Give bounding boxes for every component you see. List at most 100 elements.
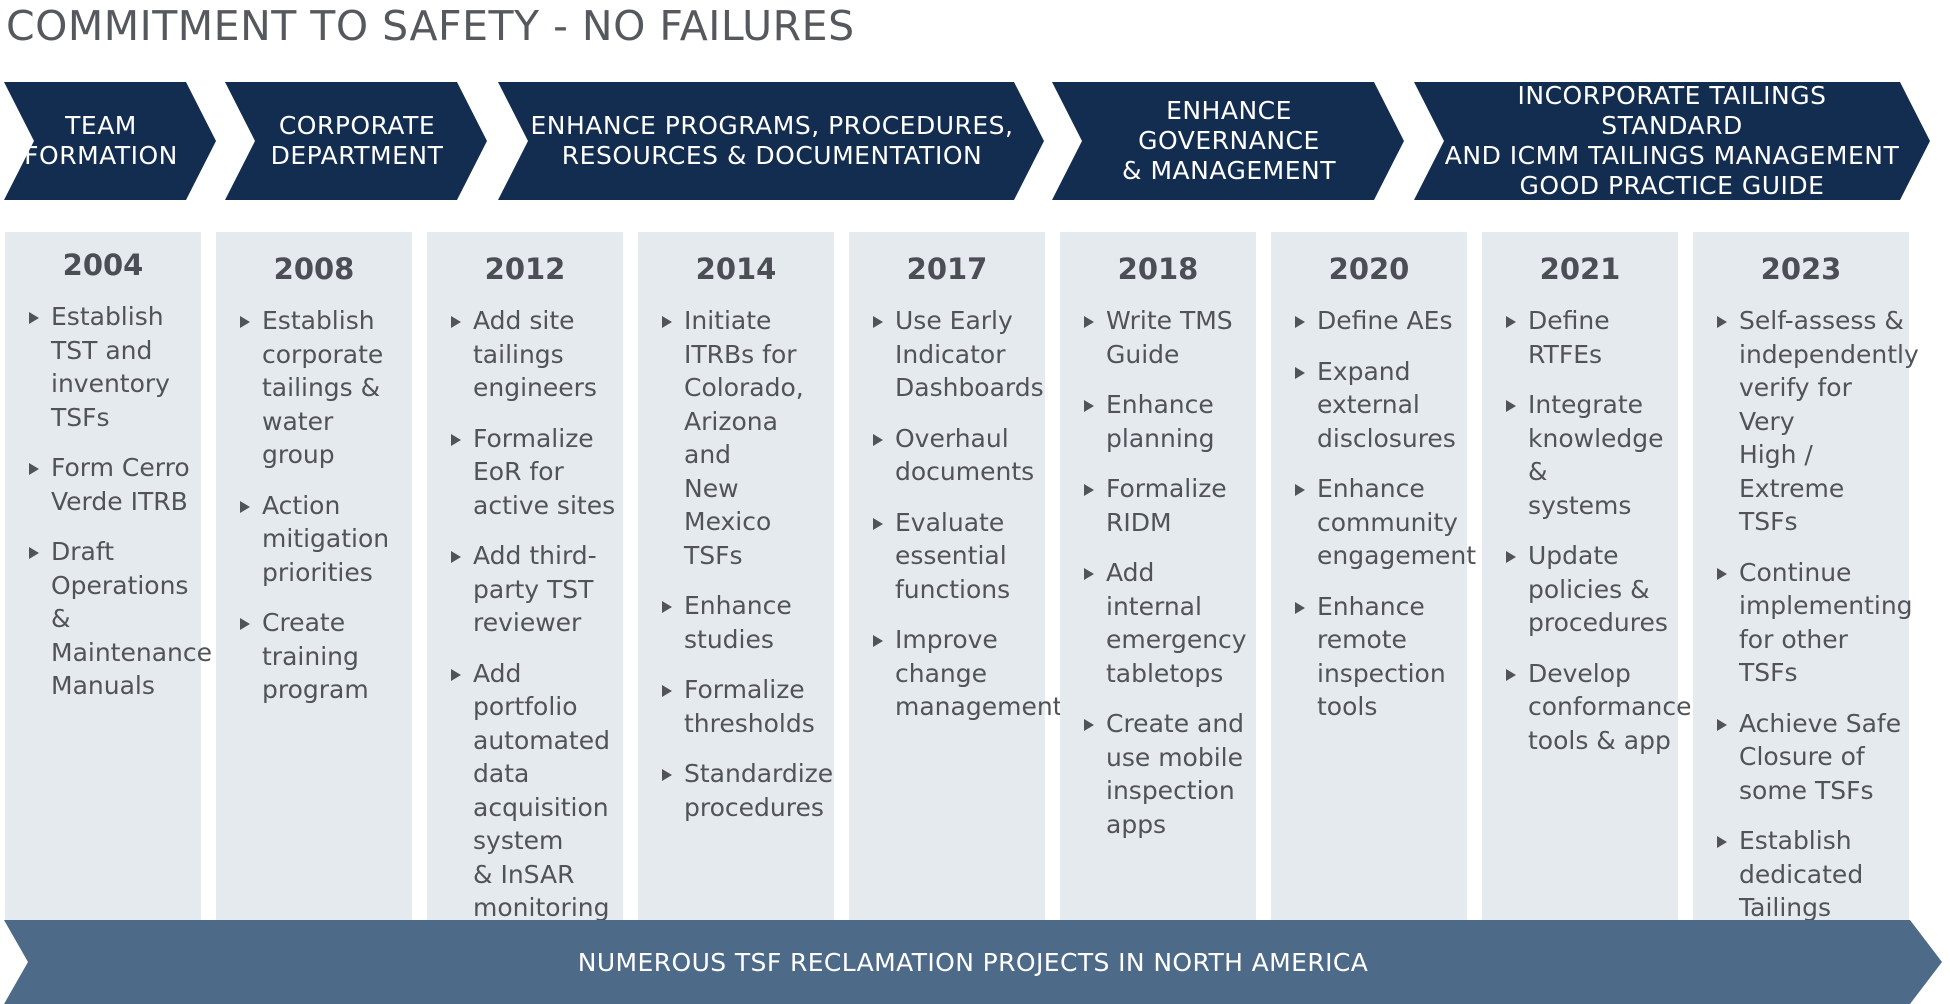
year-heading: 2017: [906, 252, 988, 286]
milestone-item: Define AEs: [1271, 304, 1467, 338]
year-heading: 2018: [1117, 252, 1199, 286]
triangle-bullet-icon: [1084, 400, 1094, 412]
milestone-item: Enhance remote inspection tools: [1271, 590, 1467, 724]
milestone-item: Establish TST and inventory TSFs: [5, 300, 201, 434]
reclamation-banner: NUMEROUS TSF RECLAMATION PROJECTS IN NOR…: [4, 920, 1942, 1004]
triangle-bullet-icon: [1506, 668, 1516, 681]
triangle-bullet-icon: [662, 316, 672, 328]
milestone-text: Improve change management: [895, 625, 1063, 721]
milestone-item: Define RTFEs: [1482, 304, 1678, 371]
milestone-text: Formalize thresholds: [684, 675, 815, 738]
milestone-text: Expand external disclosures: [1317, 356, 1456, 453]
triangle-bullet-icon: [1084, 484, 1094, 496]
milestone-text: Use Early Indicator Dashboards: [895, 306, 1044, 402]
year-column-2014: 2014 Initiate ITRBs for Colorado, Arizon…: [638, 232, 834, 922]
milestone-list: Add site tailings engineers Formalize Eo…: [427, 304, 623, 925]
year-column-2012: 2012 Add site tailings engineers Formali…: [427, 232, 623, 922]
milestone-item: Continue implementing for other TSFs: [1693, 556, 1913, 690]
milestone-text: Achieve Safe Closure of some TSFs: [1739, 708, 1902, 805]
page-title: COMMITMENT TO SAFETY - NO FAILURES: [6, 2, 855, 50]
milestone-text: Write TMS Guide: [1106, 306, 1233, 369]
milestone-text: Continue implementing for other TSFs: [1739, 557, 1913, 688]
milestone-item: Update policies & procedures: [1482, 539, 1678, 640]
triangle-bullet-icon: [1295, 366, 1305, 379]
milestone-item: Achieve Safe Closure of some TSFs: [1693, 707, 1909, 808]
year-column-2020: 2020 Define AEs Expand external disclosu…: [1271, 232, 1476, 922]
triangle-bullet-icon: [451, 433, 461, 446]
triangle-bullet-icon: [662, 685, 672, 697]
phase-label: TEAM FORMATION: [24, 111, 178, 170]
triangle-bullet-icon: [29, 312, 39, 324]
milestone-item: Integrate knowledge & systems: [1482, 388, 1678, 522]
milestone-item: Formalize RIDM: [1060, 472, 1256, 539]
phase-chevron-corporate-department: CORPORATE DEPARTMENT: [225, 82, 487, 200]
triangle-bullet-icon: [1717, 567, 1727, 580]
year-heading: 2020: [1328, 252, 1410, 286]
triangle-bullet-icon: [662, 601, 672, 613]
triangle-bullet-icon: [662, 769, 672, 781]
milestone-item: Create and use mobile inspection apps: [1060, 707, 1256, 841]
triangle-bullet-icon: [451, 551, 461, 563]
milestone-text: Develop conformance tools & app: [1528, 658, 1692, 755]
milestone-item: Enhance community engagement: [1271, 472, 1476, 573]
triangle-bullet-icon: [451, 316, 461, 328]
triangle-bullet-icon: [873, 635, 883, 647]
milestone-text: Standardize procedures: [684, 759, 834, 822]
year-heading: 2021: [1539, 252, 1621, 286]
triangle-bullet-icon: [240, 316, 250, 328]
milestone-text: Update policies & procedures: [1528, 541, 1668, 637]
triangle-bullet-icon: [1506, 316, 1516, 328]
milestone-list: Self-assess & independently verify for V…: [1693, 304, 1919, 992]
milestone-text: Define AEs: [1317, 306, 1453, 335]
milestone-item: Add portfolio automated data acquisition…: [427, 657, 623, 925]
year-column-2021: 2021 Define RTFEs Integrate knowledge & …: [1482, 232, 1691, 922]
year-heading: 2023: [1760, 252, 1842, 286]
milestone-item: Create training program: [216, 606, 412, 707]
phase-chevron-team-formation: TEAM FORMATION: [4, 82, 216, 200]
milestone-item: Standardize procedures: [638, 757, 834, 824]
milestone-item: Self-assess & independently verify for V…: [1693, 304, 1919, 539]
triangle-bullet-icon: [1084, 316, 1094, 328]
triangle-bullet-icon: [1717, 718, 1727, 731]
triangle-bullet-icon: [1506, 551, 1516, 563]
milestone-text: Enhance studies: [684, 591, 792, 654]
triangle-bullet-icon: [1084, 568, 1094, 580]
triangle-bullet-icon: [1295, 601, 1305, 614]
milestone-text: Add site tailings engineers: [473, 306, 597, 402]
triangle-bullet-icon: [1506, 400, 1516, 412]
milestone-text: Evaluate essential functions: [895, 507, 1011, 604]
triangle-bullet-icon: [29, 463, 39, 475]
milestone-text: Enhance community engagement: [1317, 474, 1477, 570]
year-column-2008: 2008 Establish corporate tailings & wate…: [216, 232, 412, 922]
phase-label: ENHANCE PROGRAMS, PROCEDURES, RESOURCES …: [530, 111, 1014, 170]
year-heading: 2014: [695, 252, 777, 286]
reclamation-banner-label: NUMEROUS TSF RECLAMATION PROJECTS IN NOR…: [577, 947, 1369, 977]
triangle-bullet-icon: [1295, 316, 1305, 328]
milestone-text: Initiate ITRBs for Colorado, Arizona and…: [684, 306, 804, 570]
milestone-list: Initiate ITRBs for Colorado, Arizona and…: [638, 304, 834, 824]
milestone-item: Establish corporate tailings & water gro…: [216, 304, 412, 472]
triangle-bullet-icon: [873, 517, 883, 530]
year-heading: 2012: [484, 252, 566, 286]
milestone-item: Add internal emergency tabletops: [1060, 556, 1256, 690]
milestone-item: Evaluate essential functions: [849, 506, 1045, 607]
triangle-bullet-icon: [1295, 484, 1305, 496]
phase-chevron-incorporate-tailings-standard: INCORPORATE TAILINGS STANDARD AND ICMM T…: [1414, 82, 1930, 200]
milestone-item: Draft Operations & Maintenance Manuals: [5, 535, 212, 703]
milestone-text: Integrate knowledge & systems: [1528, 390, 1664, 520]
milestone-item: Add third- party TST reviewer: [427, 539, 623, 640]
milestone-item: Develop conformance tools & app: [1482, 657, 1691, 758]
milestone-text: Formalize RIDM: [1106, 474, 1227, 537]
milestone-text: Create and use mobile inspection apps: [1106, 709, 1245, 839]
milestone-item: Enhance studies: [638, 589, 834, 656]
triangle-bullet-icon: [1717, 836, 1727, 848]
milestone-item: Formalize thresholds: [638, 673, 834, 740]
milestone-list: Define RTFEs Integrate knowledge & syste…: [1482, 304, 1691, 758]
milestone-list: Write TMS Guide Enhance planning Formali…: [1060, 304, 1256, 841]
milestone-text: Create training program: [262, 608, 369, 704]
triangle-bullet-icon: [240, 618, 250, 630]
milestone-text: Add third- party TST reviewer: [473, 541, 597, 637]
triangle-bullet-icon: [873, 316, 883, 328]
milestone-text: Establish corporate tailings & water gro…: [262, 306, 384, 469]
milestone-item: Initiate ITRBs for Colorado, Arizona and…: [638, 304, 834, 572]
